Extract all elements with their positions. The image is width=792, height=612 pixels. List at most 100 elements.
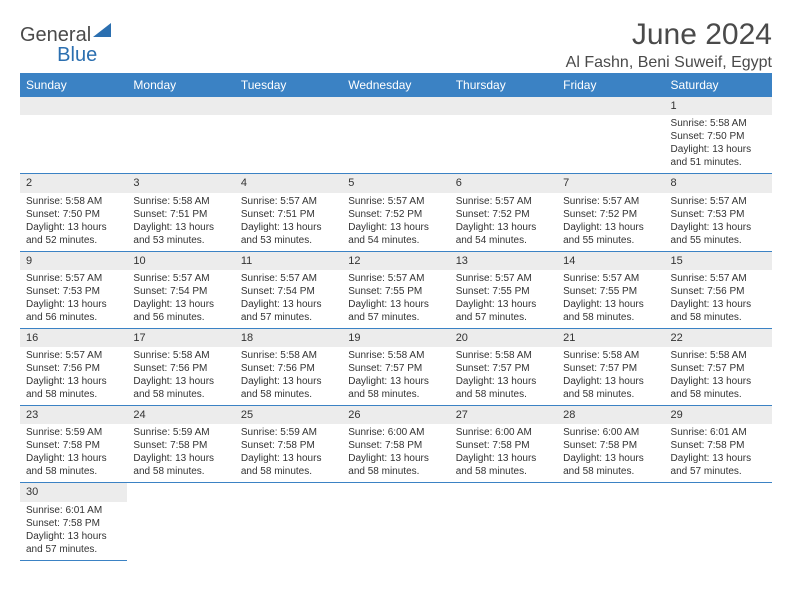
calendar-day-cell: 20Sunrise: 5:58 AMSunset: 7:57 PMDayligh… (450, 328, 557, 405)
daylight-text: Daylight: 13 hours and 57 minutes. (456, 298, 551, 324)
calendar-body: 1Sunrise: 5:58 AMSunset: 7:50 PMDaylight… (20, 97, 772, 560)
day-number: 7 (557, 174, 664, 192)
sunrise-text: Sunrise: 6:01 AM (671, 426, 766, 439)
sunrise-text: Sunrise: 6:00 AM (456, 426, 551, 439)
calendar-empty-cell (235, 97, 342, 174)
day-number: 6 (450, 174, 557, 192)
calendar-day-cell: 8Sunrise: 5:57 AMSunset: 7:53 PMDaylight… (665, 174, 772, 251)
sunset-text: Sunset: 7:55 PM (348, 285, 443, 298)
day-number: 5 (342, 174, 449, 192)
day-number-bar (20, 97, 127, 115)
calendar-day-cell: 6Sunrise: 5:57 AMSunset: 7:52 PMDaylight… (450, 174, 557, 251)
day-content: Sunrise: 6:00 AMSunset: 7:58 PMDaylight:… (342, 424, 449, 482)
day-number: 26 (342, 406, 449, 424)
calendar-empty-cell (127, 97, 234, 174)
sunset-text: Sunset: 7:57 PM (563, 362, 658, 375)
daylight-text: Daylight: 13 hours and 55 minutes. (671, 221, 766, 247)
sunset-text: Sunset: 7:58 PM (671, 439, 766, 452)
day-content: Sunrise: 5:58 AMSunset: 7:56 PMDaylight:… (127, 347, 234, 405)
sunset-text: Sunset: 7:58 PM (26, 517, 121, 530)
day-number-bar (557, 97, 664, 115)
daylight-text: Daylight: 13 hours and 58 minutes. (563, 298, 658, 324)
daylight-text: Daylight: 13 hours and 58 minutes. (241, 452, 336, 478)
sunrise-text: Sunrise: 5:57 AM (26, 272, 121, 285)
calendar-day-cell: 23Sunrise: 5:59 AMSunset: 7:58 PMDayligh… (20, 406, 127, 483)
logo-text-blue: Blue (57, 44, 97, 66)
day-number: 10 (127, 252, 234, 270)
sunset-text: Sunset: 7:58 PM (133, 439, 228, 452)
sunrise-text: Sunrise: 5:58 AM (133, 349, 228, 362)
calendar-empty-cell (342, 97, 449, 174)
calendar-day-cell: 11Sunrise: 5:57 AMSunset: 7:54 PMDayligh… (235, 251, 342, 328)
sunrise-text: Sunrise: 5:57 AM (241, 195, 336, 208)
day-number: 18 (235, 329, 342, 347)
sunrise-text: Sunrise: 5:57 AM (241, 272, 336, 285)
sunset-text: Sunset: 7:58 PM (348, 439, 443, 452)
day-number: 25 (235, 406, 342, 424)
day-number: 8 (665, 174, 772, 192)
day-number: 20 (450, 329, 557, 347)
day-content: Sunrise: 6:00 AMSunset: 7:58 PMDaylight:… (450, 424, 557, 482)
day-number: 3 (127, 174, 234, 192)
day-content: Sunrise: 5:57 AMSunset: 7:53 PMDaylight:… (20, 270, 127, 328)
day-content: Sunrise: 5:57 AMSunset: 7:52 PMDaylight:… (557, 193, 664, 251)
daylight-text: Daylight: 13 hours and 58 minutes. (26, 452, 121, 478)
daylight-text: Daylight: 13 hours and 57 minutes. (241, 298, 336, 324)
sunrise-text: Sunrise: 5:59 AM (133, 426, 228, 439)
sunset-text: Sunset: 7:52 PM (348, 208, 443, 221)
sunrise-text: Sunrise: 6:01 AM (26, 504, 121, 517)
day-number: 21 (557, 329, 664, 347)
calendar-day-cell: 27Sunrise: 6:00 AMSunset: 7:58 PMDayligh… (450, 406, 557, 483)
day-number: 28 (557, 406, 664, 424)
calendar-week-row: 23Sunrise: 5:59 AMSunset: 7:58 PMDayligh… (20, 406, 772, 483)
day-content: Sunrise: 5:58 AMSunset: 7:50 PMDaylight:… (20, 193, 127, 251)
sunrise-text: Sunrise: 5:59 AM (241, 426, 336, 439)
day-content: Sunrise: 5:57 AMSunset: 7:52 PMDaylight:… (450, 193, 557, 251)
sunrise-text: Sunrise: 5:57 AM (671, 272, 766, 285)
calendar-empty-cell (665, 483, 772, 560)
weekday-header: Sunday (20, 73, 127, 97)
calendar-week-row: 30Sunrise: 6:01 AMSunset: 7:58 PMDayligh… (20, 483, 772, 560)
sunrise-text: Sunrise: 5:58 AM (671, 117, 766, 130)
sunset-text: Sunset: 7:53 PM (671, 208, 766, 221)
sunrise-text: Sunrise: 5:58 AM (241, 349, 336, 362)
day-content: Sunrise: 5:57 AMSunset: 7:52 PMDaylight:… (342, 193, 449, 251)
day-content: Sunrise: 6:01 AMSunset: 7:58 PMDaylight:… (20, 502, 127, 560)
calendar-week-row: 9Sunrise: 5:57 AMSunset: 7:53 PMDaylight… (20, 251, 772, 328)
calendar-day-cell: 14Sunrise: 5:57 AMSunset: 7:55 PMDayligh… (557, 251, 664, 328)
calendar-day-cell: 17Sunrise: 5:58 AMSunset: 7:56 PMDayligh… (127, 328, 234, 405)
sunset-text: Sunset: 7:58 PM (241, 439, 336, 452)
logo-line2: GeneralBlue (20, 44, 772, 67)
sunrise-text: Sunrise: 5:57 AM (133, 272, 228, 285)
calendar-day-cell: 15Sunrise: 5:57 AMSunset: 7:56 PMDayligh… (665, 251, 772, 328)
day-content: Sunrise: 5:58 AMSunset: 7:50 PMDaylight:… (665, 115, 772, 173)
daylight-text: Daylight: 13 hours and 52 minutes. (26, 221, 121, 247)
calendar-day-cell: 26Sunrise: 6:00 AMSunset: 7:58 PMDayligh… (342, 406, 449, 483)
day-content: Sunrise: 5:58 AMSunset: 7:57 PMDaylight:… (557, 347, 664, 405)
sunrise-text: Sunrise: 5:57 AM (26, 349, 121, 362)
weekday-header: Thursday (450, 73, 557, 97)
day-content: Sunrise: 5:58 AMSunset: 7:57 PMDaylight:… (450, 347, 557, 405)
calendar-day-cell: 24Sunrise: 5:59 AMSunset: 7:58 PMDayligh… (127, 406, 234, 483)
day-content: Sunrise: 5:57 AMSunset: 7:55 PMDaylight:… (342, 270, 449, 328)
day-number: 11 (235, 252, 342, 270)
sunset-text: Sunset: 7:54 PM (133, 285, 228, 298)
sunset-text: Sunset: 7:58 PM (563, 439, 658, 452)
sunrise-text: Sunrise: 5:57 AM (456, 195, 551, 208)
calendar-empty-cell (450, 483, 557, 560)
calendar-day-cell: 19Sunrise: 5:58 AMSunset: 7:57 PMDayligh… (342, 328, 449, 405)
weekday-header: Tuesday (235, 73, 342, 97)
sunrise-text: Sunrise: 5:57 AM (348, 195, 443, 208)
sunset-text: Sunset: 7:56 PM (241, 362, 336, 375)
daylight-text: Daylight: 13 hours and 58 minutes. (563, 452, 658, 478)
calendar-week-row: 16Sunrise: 5:57 AMSunset: 7:56 PMDayligh… (20, 328, 772, 405)
weekday-header: Friday (557, 73, 664, 97)
day-content: Sunrise: 5:57 AMSunset: 7:51 PMDaylight:… (235, 193, 342, 251)
day-content: Sunrise: 5:57 AMSunset: 7:55 PMDaylight:… (557, 270, 664, 328)
day-number: 22 (665, 329, 772, 347)
sunrise-text: Sunrise: 5:58 AM (133, 195, 228, 208)
day-number: 14 (557, 252, 664, 270)
calendar-day-cell: 16Sunrise: 5:57 AMSunset: 7:56 PMDayligh… (20, 328, 127, 405)
day-number: 15 (665, 252, 772, 270)
day-content: Sunrise: 5:59 AMSunset: 7:58 PMDaylight:… (127, 424, 234, 482)
